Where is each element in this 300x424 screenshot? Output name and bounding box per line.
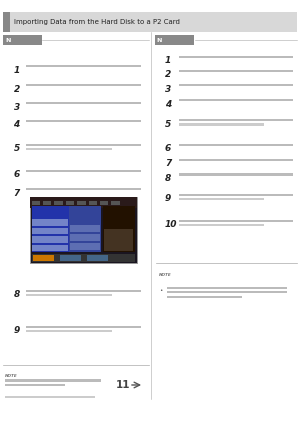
- Bar: [104, 229, 133, 251]
- Bar: [70, 243, 100, 250]
- Bar: [26, 65, 141, 67]
- Text: 6: 6: [14, 170, 20, 179]
- Bar: [178, 159, 292, 161]
- Text: 9: 9: [14, 326, 20, 335]
- Bar: [26, 170, 141, 172]
- Text: 1: 1: [165, 56, 171, 65]
- Bar: [54, 201, 63, 205]
- Bar: [77, 201, 86, 205]
- Bar: [26, 120, 141, 122]
- Bar: [32, 236, 68, 243]
- Bar: [178, 84, 292, 86]
- Bar: [103, 206, 135, 252]
- Text: 2: 2: [165, 70, 171, 79]
- Bar: [178, 123, 264, 126]
- Text: 8: 8: [165, 174, 171, 183]
- Bar: [30, 197, 136, 208]
- Text: 6: 6: [165, 144, 171, 153]
- Bar: [4, 379, 100, 382]
- Text: •: •: [159, 288, 162, 293]
- Text: 9: 9: [165, 194, 171, 203]
- Text: 8: 8: [14, 290, 20, 299]
- Bar: [3, 35, 42, 45]
- Bar: [4, 396, 94, 398]
- Bar: [26, 326, 141, 328]
- Text: 10: 10: [165, 220, 178, 229]
- Bar: [30, 197, 136, 263]
- Bar: [87, 255, 108, 261]
- Text: NOTE: NOTE: [159, 273, 172, 277]
- Text: 4: 4: [165, 100, 171, 109]
- Text: 7: 7: [14, 189, 20, 198]
- Bar: [178, 56, 292, 58]
- Bar: [3, 12, 297, 32]
- Text: NOTE: NOTE: [4, 374, 17, 378]
- Bar: [70, 225, 100, 232]
- Text: 7: 7: [165, 159, 171, 168]
- Bar: [26, 84, 141, 86]
- Text: N: N: [5, 38, 10, 43]
- Bar: [26, 144, 141, 146]
- Bar: [26, 102, 141, 104]
- Text: 3: 3: [14, 103, 20, 112]
- Bar: [178, 194, 292, 196]
- Bar: [26, 148, 113, 150]
- Bar: [178, 99, 292, 101]
- Bar: [178, 144, 292, 146]
- Bar: [70, 234, 100, 241]
- Bar: [178, 220, 292, 222]
- Bar: [167, 287, 286, 289]
- Bar: [69, 206, 101, 252]
- Bar: [26, 290, 141, 292]
- Bar: [88, 201, 97, 205]
- Bar: [178, 224, 264, 226]
- Bar: [100, 201, 108, 205]
- Bar: [60, 255, 81, 261]
- Bar: [178, 173, 292, 176]
- Bar: [43, 201, 51, 205]
- Bar: [178, 70, 292, 72]
- Text: Importing Data from the Hard Disk to a P2 Card: Importing Data from the Hard Disk to a P…: [14, 19, 179, 25]
- Text: N: N: [157, 38, 162, 43]
- Text: 2: 2: [14, 85, 20, 94]
- Bar: [32, 206, 69, 252]
- Bar: [26, 330, 113, 332]
- Text: 5: 5: [165, 120, 171, 128]
- Text: 5: 5: [14, 144, 20, 153]
- Bar: [66, 201, 74, 205]
- Bar: [26, 188, 141, 190]
- Bar: [3, 12, 10, 32]
- Bar: [32, 219, 68, 226]
- Bar: [178, 119, 292, 121]
- Bar: [167, 296, 242, 298]
- Bar: [32, 245, 68, 251]
- Text: 3: 3: [165, 85, 171, 94]
- Bar: [154, 35, 194, 45]
- Bar: [32, 228, 68, 234]
- Text: 11: 11: [116, 380, 130, 390]
- Bar: [111, 201, 120, 205]
- Text: 4: 4: [14, 120, 20, 129]
- Bar: [167, 291, 286, 293]
- Bar: [178, 198, 264, 200]
- Bar: [32, 254, 135, 262]
- Bar: [33, 255, 54, 261]
- Bar: [26, 294, 113, 296]
- Bar: [4, 384, 64, 386]
- Bar: [32, 201, 40, 205]
- Text: 1: 1: [14, 66, 20, 75]
